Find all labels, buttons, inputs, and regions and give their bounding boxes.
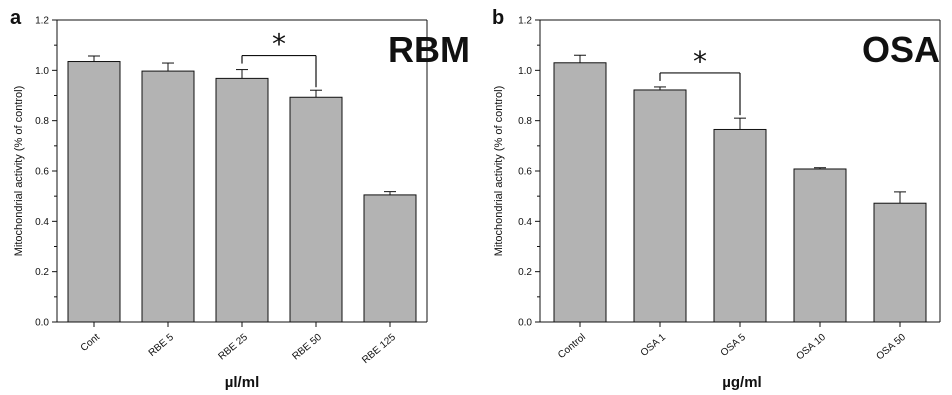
x-axis-label: µl/ml [225, 374, 259, 391]
x-tick-label: OSA 10 [794, 332, 828, 363]
y-tick-label: 1.0 [518, 66, 532, 77]
panel-label: b [492, 7, 504, 29]
x-tick-label: OSA 5 [719, 332, 749, 359]
panel-label: a [10, 7, 22, 29]
x-tick-label: Cont [79, 332, 102, 354]
y-tick-label: 0.6 [35, 167, 49, 178]
x-tick-label: RBE 125 [360, 332, 398, 366]
bar [141, 70, 195, 323]
chart-panel-a: a RBM 0.0 0.2 0.4 0.6 0.8 1.0 1.2 Cont RBE 5 RBE 25… [10, 7, 470, 391]
y-tick-label: 0.8 [518, 116, 532, 127]
bar [713, 128, 767, 323]
x-tick-label: OSA 50 [874, 332, 908, 363]
bar [553, 62, 607, 323]
y-axis-label: Mitochondrial activity (% of control) [493, 86, 505, 257]
y-tick-label: 0.4 [35, 217, 49, 228]
y-axis-label: Mitochondrial activity (% of control) [13, 86, 25, 257]
y-tick-label: 0.4 [518, 217, 532, 228]
bar [67, 61, 121, 323]
y-tick-label: 0.2 [518, 267, 532, 278]
y-tick-label: 1.0 [35, 66, 49, 77]
bar [633, 89, 687, 323]
y-tick-label: 0.0 [35, 318, 49, 329]
chart-title: RBM [388, 29, 470, 70]
x-tick-label: RBE 25 [216, 332, 250, 363]
bar [289, 96, 343, 323]
chart-title: OSA [862, 29, 940, 70]
x-tick-label: Control [556, 332, 588, 361]
y-tick-label: 0.2 [35, 267, 49, 278]
y-tick-label: 0.0 [518, 318, 532, 329]
x-axis-label: µg/ml [722, 374, 761, 391]
significance-star: * [693, 45, 707, 78]
x-tick-label: RBE 5 [147, 332, 177, 359]
y-tick-label: 0.6 [518, 167, 532, 178]
y-tick-label: 1.2 [35, 16, 49, 27]
bar [215, 77, 269, 323]
chart-panel-b: b OSA 0.0 0.2 0.4 0.6 0.8 1.0 1.2 Control OSA 1 OSA… [492, 7, 941, 391]
bar [873, 202, 927, 323]
y-tick-label: 1.2 [518, 16, 532, 27]
y-tick-label: 0.8 [35, 116, 49, 127]
bar [793, 168, 847, 323]
significance-star: * [272, 28, 286, 61]
x-tick-label: RBE 50 [290, 332, 324, 363]
x-tick-label: OSA 1 [639, 332, 669, 359]
bar [363, 194, 417, 323]
